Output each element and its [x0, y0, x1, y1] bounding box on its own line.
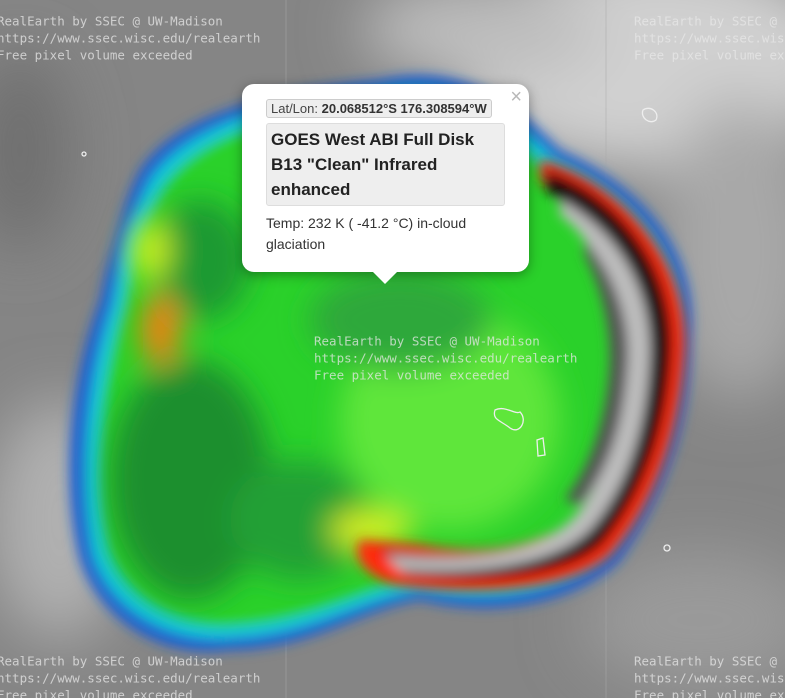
watermark-line: Free pixel volume exceeded — [0, 688, 193, 698]
latlon-value: 20.068512°S 176.308594°W — [321, 101, 487, 116]
watermark-line: https://www.ssec.wisc.edu/realearth — [0, 671, 260, 686]
watermark-line: RealEarth by SSEC @ UW-Madison — [314, 334, 540, 349]
watermark-line: RealEarth by SSEC @ UW-Madison — [0, 14, 223, 29]
watermark-line: Free pixel volume exceeded — [634, 688, 785, 698]
watermarks: RealEarth by SSEC @ UW-Madison https://ww… — [0, 14, 785, 698]
latlon-label: Lat/Lon: — [271, 101, 318, 116]
watermark-line: Free pixel volume exceeded — [634, 48, 785, 63]
watermark-line: https://www.ssec.wisc.edu/realearth — [634, 671, 785, 686]
watermark-line: Free pixel volume exceeded — [0, 48, 193, 63]
watermark-line: RealEarth by SSEC @ UW-Madison — [634, 654, 785, 669]
watermark-line: Free pixel volume exceeded — [314, 368, 510, 383]
watermark-line: RealEarth by SSEC @ UW-Madison — [0, 654, 223, 669]
close-button[interactable]: × — [510, 86, 522, 108]
watermark-line: RealEarth by SSEC @ UW-Madison — [634, 14, 785, 29]
layer-title: GOES West ABI Full Disk B13 "Clean" Infr… — [266, 123, 505, 206]
watermark-line: https://www.ssec.wisc.edu/realearth — [0, 31, 260, 46]
watermark-line: https://www.ssec.wisc.edu/realearth — [314, 351, 577, 366]
latlon-box: Lat/Lon: 20.068512°S 176.308594°W — [266, 99, 492, 118]
watermark-line: https://www.ssec.wisc.edu/realearth — [634, 31, 785, 46]
popup-body: Temp: 232 K ( -41.2 °C) in-cloud glaciat… — [266, 215, 467, 252]
info-popup: × Lat/Lon: 20.068512°S 176.308594°W GOES… — [242, 84, 529, 284]
